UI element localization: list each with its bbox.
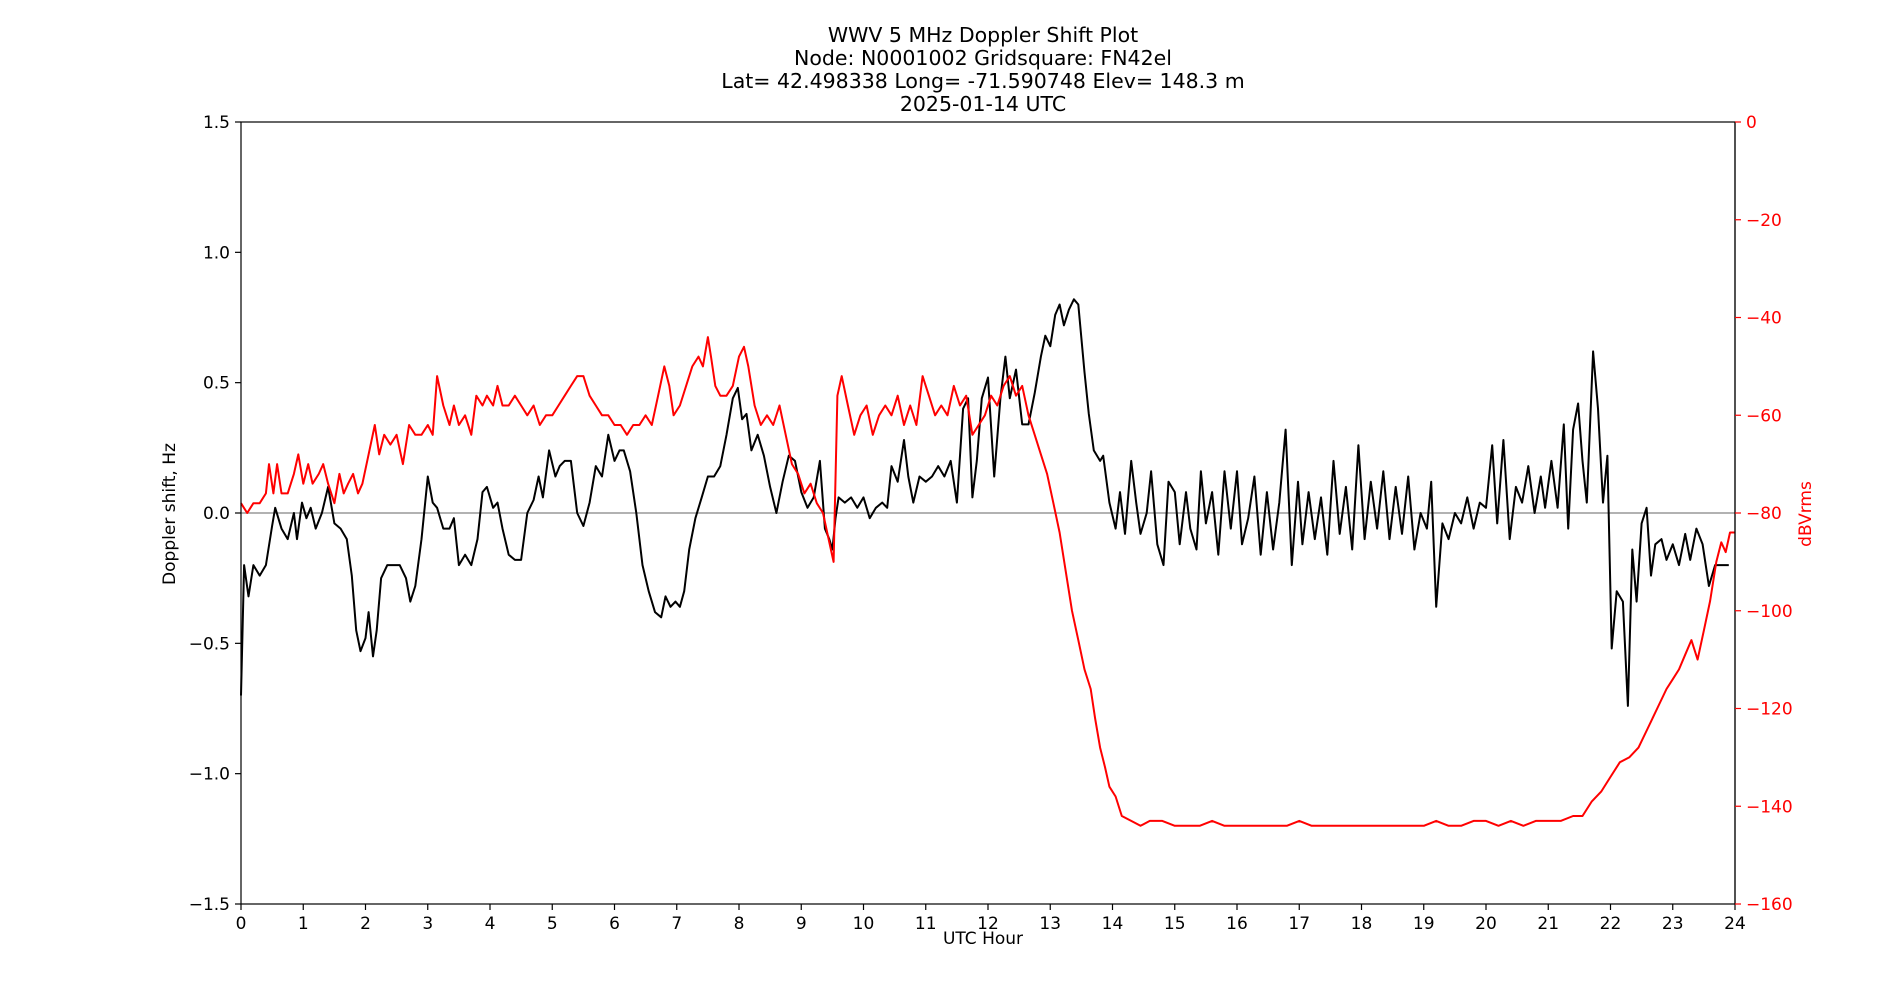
title-line-4: 2025-01-14 UTC: [900, 92, 1066, 116]
y-tick-label: 0.0: [203, 504, 230, 524]
x-tick-label: 23: [1662, 914, 1684, 934]
power-series-line: [240, 336, 1735, 827]
title-line-2: Node: N0001002 Gridsquare: FN42el: [794, 46, 1172, 70]
y2-tick-label: −160: [1746, 895, 1793, 915]
y-tick-label: −0.5: [189, 634, 230, 654]
x-tick-label: 18: [1351, 914, 1373, 934]
y2-tick-label: 0: [1746, 113, 1757, 133]
x-tick-label: 11: [915, 914, 937, 934]
x-tick-label: 4: [485, 914, 496, 934]
x-tick-label: 6: [609, 914, 620, 934]
y2-tick-label: −80: [1746, 504, 1782, 524]
x-tick-label: 22: [1600, 914, 1622, 934]
y-tick-label: −1.5: [189, 895, 230, 915]
x-tick-label: 0: [236, 914, 247, 934]
title-line-3: Lat= 42.498338 Long= -71.590748 Elev= 14…: [721, 69, 1244, 93]
x-tick-label: 12: [977, 914, 999, 934]
doppler-series-line: [240, 298, 1729, 707]
x-tick-label: 17: [1288, 914, 1310, 934]
x-tick-label: 21: [1537, 914, 1559, 934]
series-lines: [240, 298, 1735, 827]
y2-tick-label: −140: [1746, 797, 1793, 817]
y-axis-label: Doppler shift, Hz: [160, 443, 180, 585]
chart-title: WWV 5 MHz Doppler Shift Plot Node: N0001…: [721, 23, 1244, 116]
x-tick-label: 1: [298, 914, 309, 934]
x-tick-label: 15: [1164, 914, 1186, 934]
x-tick-label: 2: [360, 914, 371, 934]
x-tick-label: 5: [547, 914, 558, 934]
x-tick-label: 7: [671, 914, 682, 934]
y2-tick-label: −40: [1746, 309, 1782, 329]
x-tick-label: 9: [796, 914, 807, 934]
y-axis-ticks: 1.5 1.0 0.5 0.0 −0.5 −1.0 −1.5: [189, 113, 241, 915]
x-tick-label: 3: [422, 914, 433, 934]
y-tick-label: 0.5: [203, 374, 230, 394]
x-tick-label: 20: [1475, 914, 1497, 934]
x-tick-label: 8: [734, 914, 745, 934]
x-tick-label: 19: [1413, 914, 1435, 934]
y-tick-label: 1.0: [203, 243, 230, 263]
x-tick-label: 13: [1039, 914, 1061, 934]
y2-tick-label: −120: [1746, 700, 1793, 720]
x-tick-label: 16: [1226, 914, 1248, 934]
y2-tick-label: −20: [1746, 211, 1782, 231]
y2-axis-label: dBVrms: [1796, 481, 1816, 547]
x-axis-ticks: 0 1 2 3 4 5 6 7 8 9 10 11 12 13 14 15 16 17 18 19 20 21 22 23 24: [236, 904, 1746, 934]
y2-tick-label: −100: [1746, 602, 1793, 622]
title-line-1: WWV 5 MHz Doppler Shift Plot: [828, 23, 1138, 47]
x-tick-label: 10: [853, 914, 875, 934]
x-axis-label: UTC Hour: [943, 929, 1023, 949]
y-tick-label: 1.5: [203, 113, 230, 133]
y-tick-label: −1.0: [189, 765, 230, 785]
y2-tick-label: −60: [1746, 406, 1782, 426]
y2-axis-ticks: 0 −20 −40 −60 −80 −100 −120 −140 −160: [1735, 113, 1793, 915]
x-tick-label: 14: [1102, 914, 1124, 934]
x-tick-label: 24: [1724, 914, 1746, 934]
